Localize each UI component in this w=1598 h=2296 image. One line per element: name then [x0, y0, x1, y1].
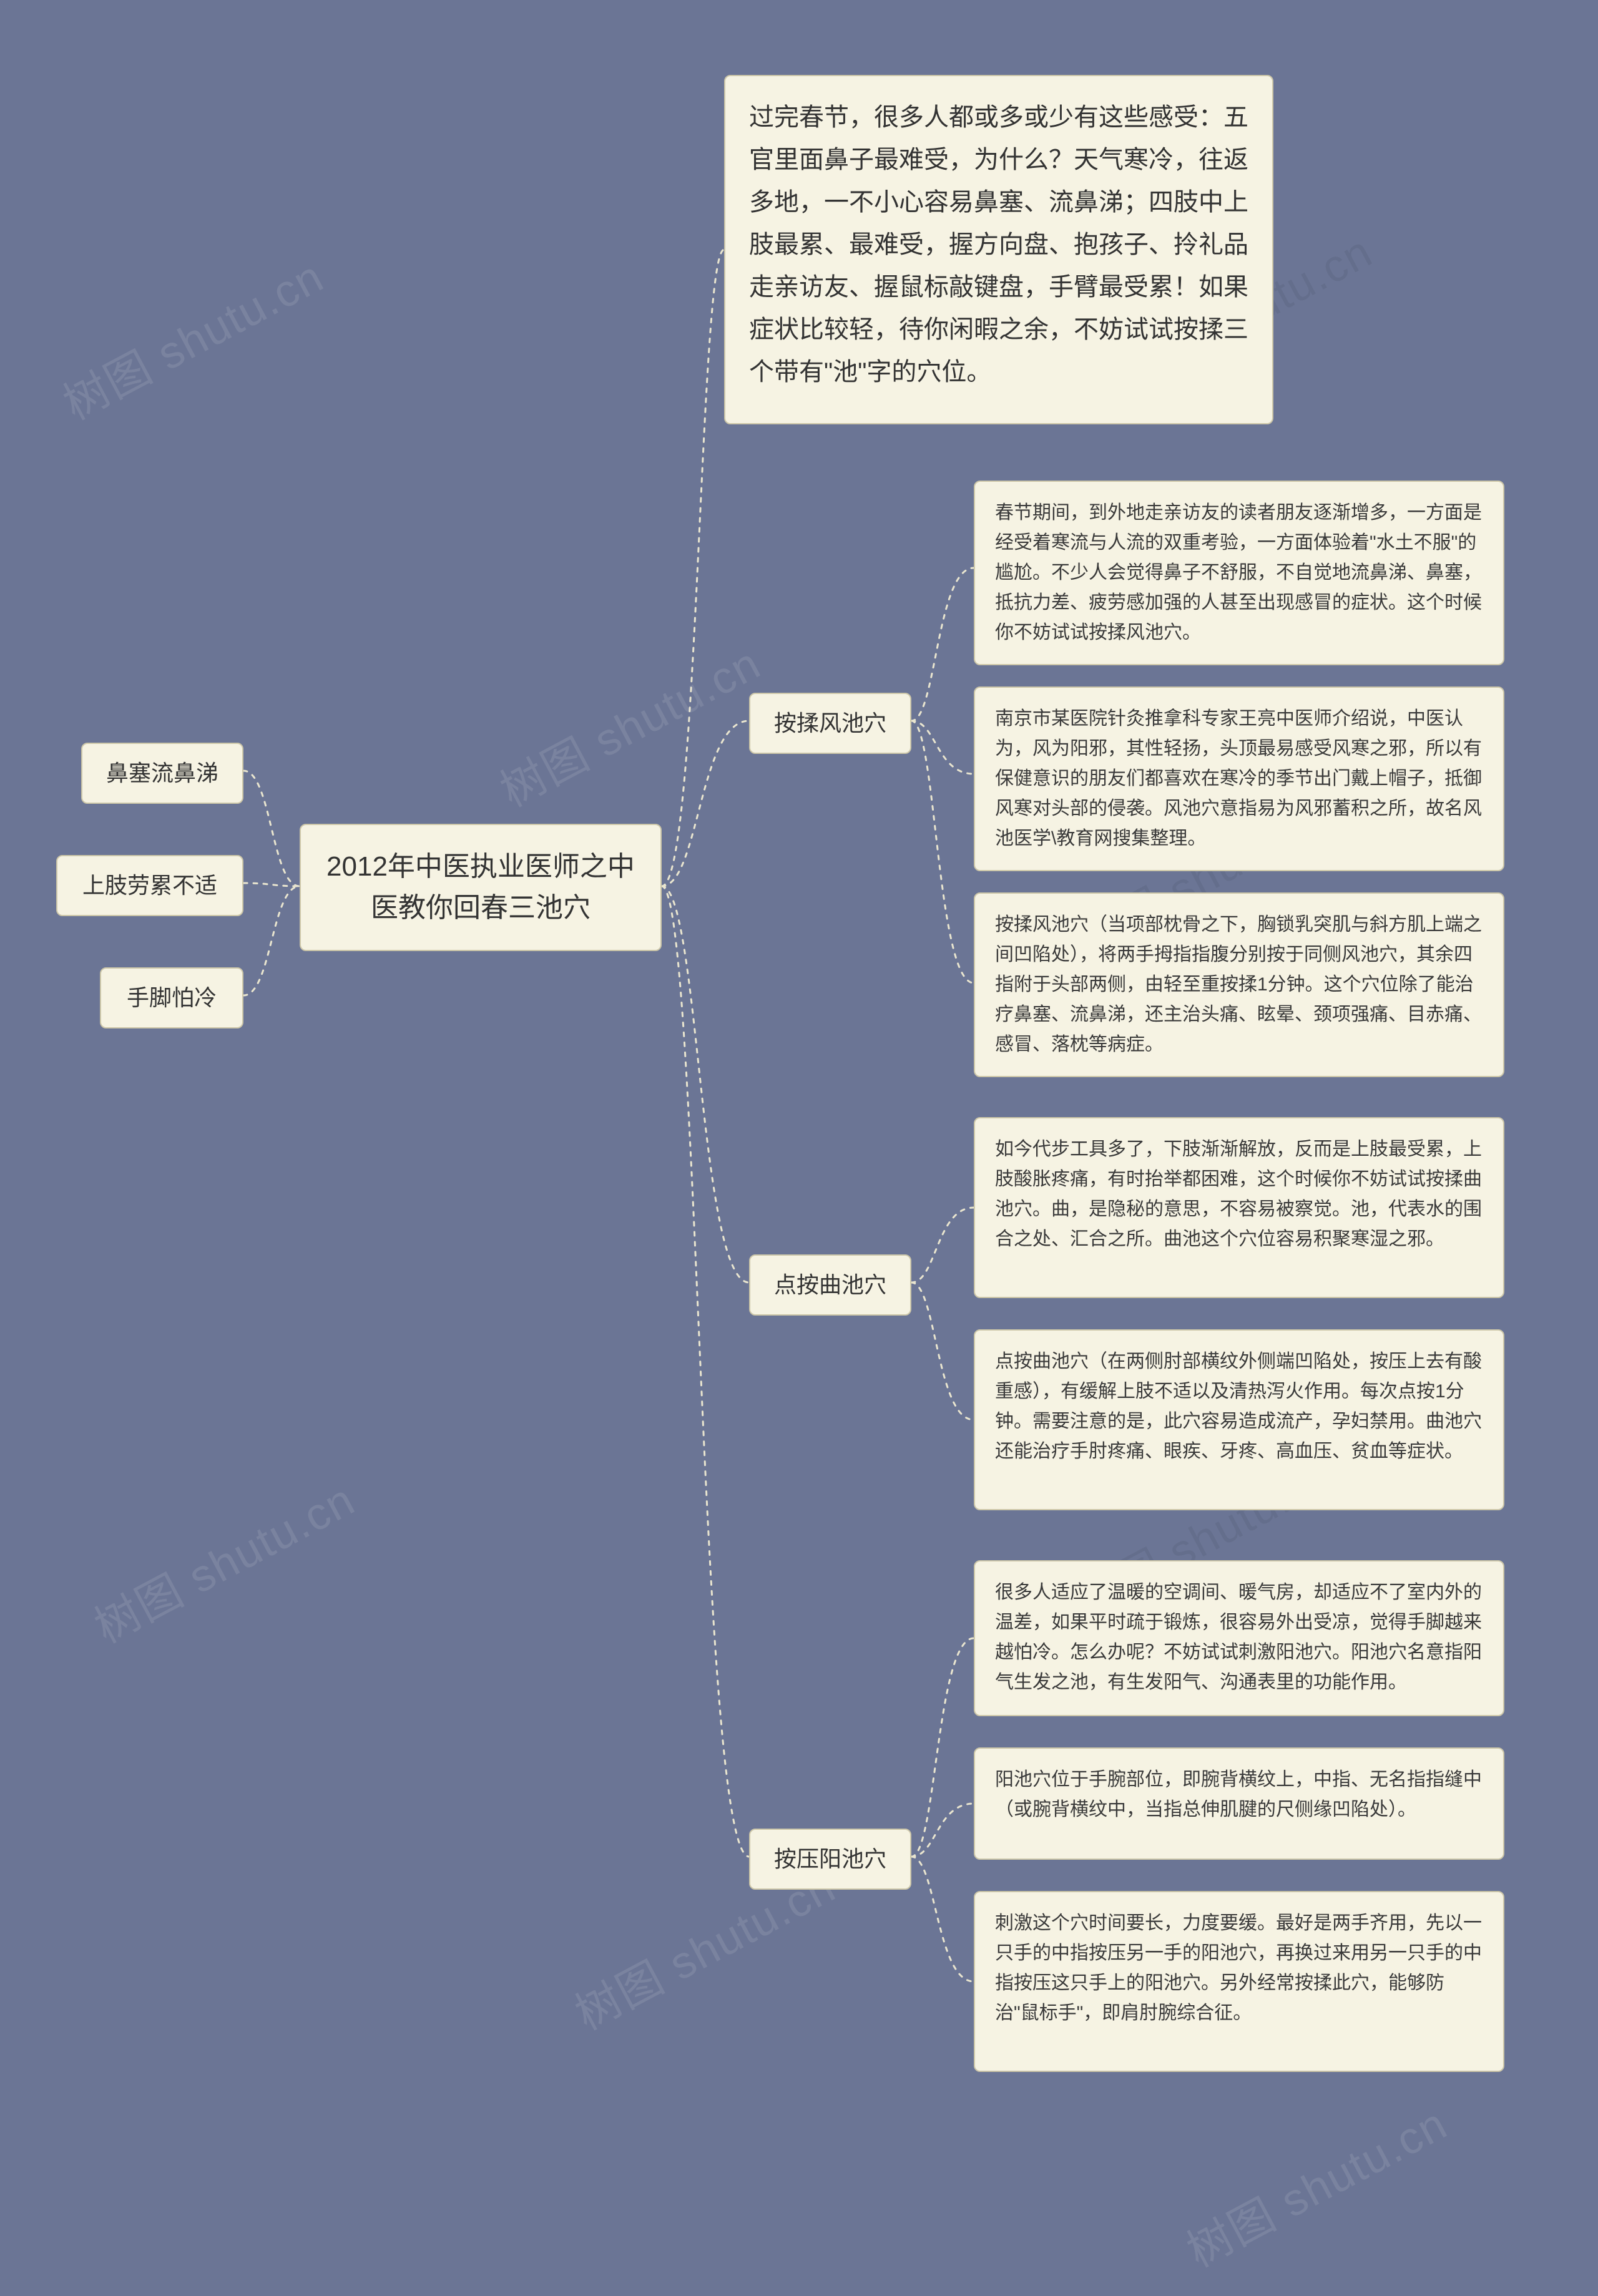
branch-node-b1: 按揉风池穴 — [749, 693, 911, 754]
watermark: 树图 shutu.cn — [81, 1463, 365, 1656]
left-node-ln2: 上肢劳累不适 — [56, 855, 243, 916]
leaf-node-b2l2: 点按曲池穴（在两侧肘部横纹外侧端凹陷处，按压上去有酸重感），有缓解上肢不适以及清… — [974, 1329, 1504, 1510]
watermark: 树图 shutu.cn — [50, 240, 333, 432]
root-node: 2012年中医执业医师之中医教你回春三池穴 — [300, 824, 662, 951]
leaf-node-b1l3: 按揉风池穴（当项部枕骨之下，胸锁乳突肌与斜方肌上端之间凹陷处），将两手拇指指腹分… — [974, 892, 1504, 1077]
left-node-ln3: 手脚怕冷 — [100, 967, 243, 1028]
branch-node-b3: 按压阳池穴 — [749, 1829, 911, 1890]
intro-leaf: 过完春节，很多人都或多或少有这些感受：五官里面鼻子最难受，为什么？天气寒冷，往返… — [724, 75, 1273, 424]
leaf-node-b2l1: 如今代步工具多了，下肢渐渐解放，反而是上肢最受累，上肢酸胀疼痛，有时抬举都困难，… — [974, 1117, 1504, 1298]
leaf-node-b1l2: 南京市某医院针灸推拿科专家王亮中医师介绍说，中医认为，风为阳邪，其性轻扬，头顶最… — [974, 686, 1504, 871]
left-node-ln1: 鼻塞流鼻涕 — [81, 743, 243, 804]
leaf-node-b3l2: 阳池穴位于手腕部位，即腕背横纹上，中指、无名指指缝中（或腕背横纹中，当指总伸肌腱… — [974, 1747, 1504, 1860]
watermark: 树图 shutu.cn — [1174, 2088, 1457, 2280]
leaf-node-b3l3: 刺激这个穴时间要长，力度要缓。最好是两手齐用，先以一只手的中指按压另一手的阳池穴… — [974, 1891, 1504, 2072]
leaf-node-b3l1: 很多人适应了温暖的空调间、暖气房，却适应不了室内外的温差，如果平时疏于锻炼，很容… — [974, 1560, 1504, 1716]
branch-node-b2: 点按曲池穴 — [749, 1254, 911, 1316]
leaf-node-b1l1: 春节期间，到外地走亲访友的读者朋友逐渐增多，一方面是经受着寒流与人流的双重考验，… — [974, 481, 1504, 665]
watermark: 树图 shutu.cn — [487, 627, 770, 819]
